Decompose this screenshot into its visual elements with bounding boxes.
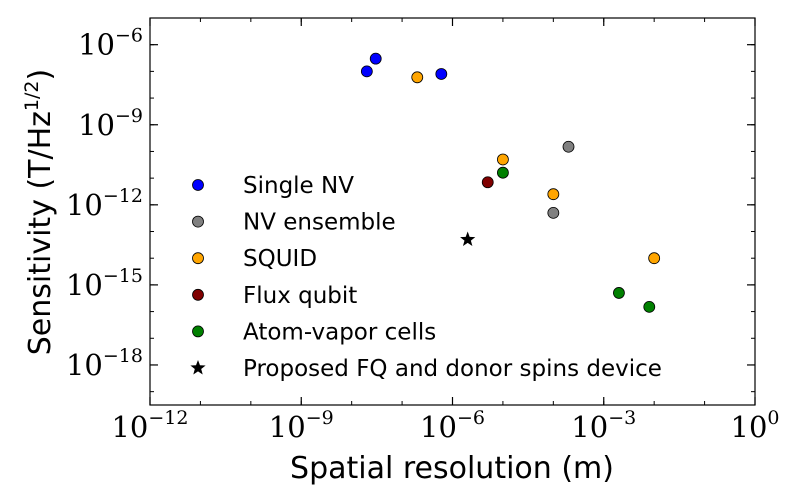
x-tick-label-exponent: −9	[306, 407, 334, 429]
x-tick-label: 10−12	[111, 407, 188, 444]
y-tick-label-base: 10	[66, 188, 103, 222]
data-point	[460, 231, 476, 247]
y-tick-label-base: 10	[78, 28, 115, 62]
y-tick-label: 10−9	[78, 105, 143, 142]
x-axis-label: Spatial resolution (m)	[290, 451, 614, 486]
legend-marker	[192, 252, 204, 265]
x-tick-label-base: 10	[269, 410, 306, 444]
x-tick-label: 100	[731, 407, 780, 444]
x-tick-label-base: 10	[420, 410, 457, 444]
legend-marker	[192, 179, 204, 191]
y-tick-label-exponent: −9	[115, 105, 143, 127]
y-tick-label: 10−15	[66, 265, 143, 302]
data-point	[643, 300, 656, 313]
data-point	[497, 153, 509, 166]
y-axis-label-sup: 1/2	[21, 80, 43, 111]
x-tick-label-exponent: −3	[608, 407, 636, 429]
y-tick-label-base: 10	[78, 108, 115, 142]
data-point	[360, 65, 373, 78]
y-tick-label-base: 10	[66, 348, 103, 382]
x-tick-label-exponent: 0	[767, 407, 779, 429]
data-point	[613, 287, 625, 299]
data-point	[547, 188, 560, 201]
legend-label: SQUID	[243, 246, 317, 272]
legend-label: NV ensemble	[243, 210, 396, 236]
legend-marker	[192, 215, 204, 228]
x-tick-label: 10−3	[571, 407, 636, 444]
legend-marker	[190, 360, 206, 375]
x-tick-label-exponent: −6	[457, 407, 485, 429]
x-axis-ticks: 10−12 10−9 10−6 10−3 100	[111, 18, 780, 444]
data-point	[497, 166, 509, 179]
y-tick-label: 10−6	[78, 25, 143, 62]
data-point	[435, 68, 448, 80]
plot-area	[149, 17, 756, 406]
data-point	[369, 52, 382, 65]
x-tick-label-base: 10	[731, 410, 768, 444]
y-tick-label-exponent: −18	[103, 345, 143, 367]
y-axis-label-main: Sensitivity (T/Hz	[23, 111, 58, 355]
legend-marker	[192, 325, 204, 338]
x-tick-label-base: 10	[111, 410, 148, 444]
legend-label: Flux qubit	[243, 283, 357, 309]
data-point	[562, 140, 575, 153]
legend-label: Single NV	[243, 173, 354, 199]
y-tick-label-exponent: −6	[115, 25, 143, 47]
y-tick-label-exponent: −12	[103, 185, 143, 207]
data-point	[547, 206, 560, 219]
x-tick-label: 10−6	[420, 407, 485, 444]
x-tick-label-exponent: −12	[148, 407, 188, 429]
data-point	[411, 71, 424, 84]
data-points	[360, 52, 661, 313]
y-tick-label-exponent: −15	[103, 265, 143, 287]
legend-label: Atom-vapor cells	[243, 319, 436, 345]
data-point	[481, 176, 494, 189]
legend-label: Proposed FQ and donor spins device	[243, 356, 662, 382]
x-tick-label-base: 10	[571, 410, 608, 444]
y-tick-label: 10−18	[66, 345, 143, 382]
legend: Single NV NV ensemble SQUID Flux qubit Atom-…	[190, 173, 662, 382]
y-tick-label: 10−12	[66, 185, 143, 222]
y-axis-label: Sensitivity (T/Hz1/2)	[21, 69, 58, 355]
data-point	[648, 252, 661, 265]
legend-marker	[192, 288, 204, 301]
y-tick-label-base: 10	[66, 268, 103, 302]
x-tick-label: 10−9	[269, 407, 334, 444]
y-axis-label-close: )	[23, 69, 58, 81]
